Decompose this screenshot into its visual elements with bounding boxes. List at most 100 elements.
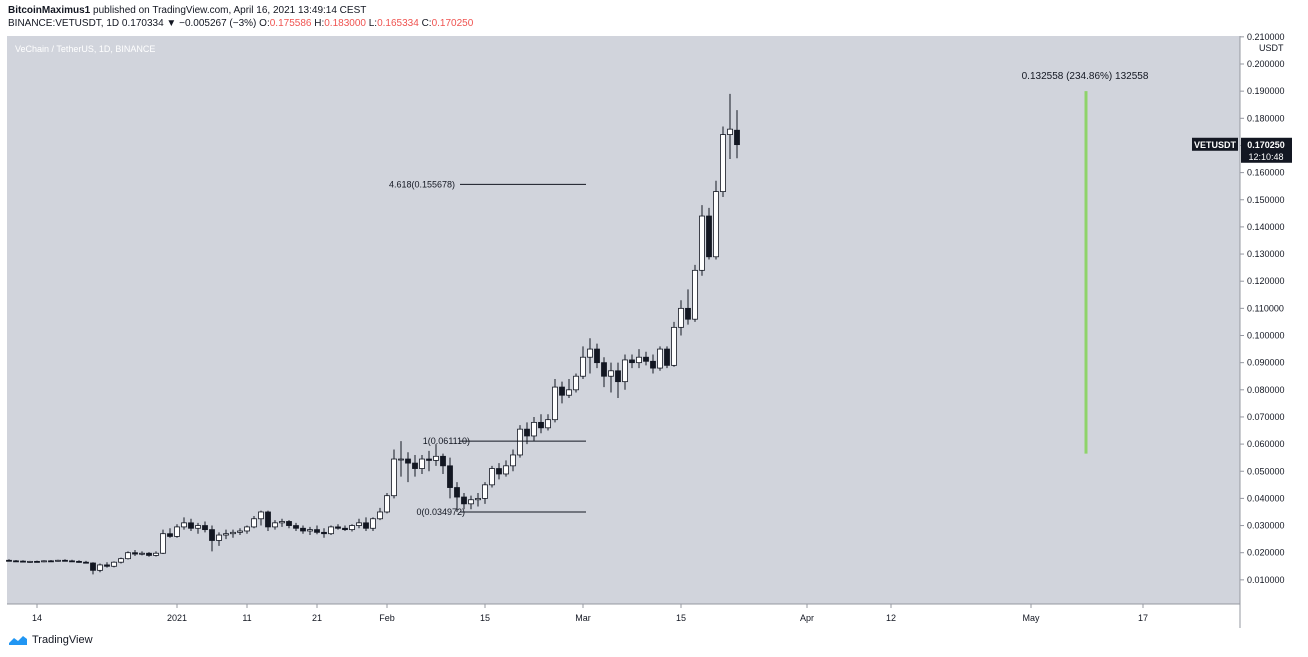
time-tick-label: 15 xyxy=(676,613,686,623)
candle-down xyxy=(83,561,89,564)
candle-up xyxy=(160,533,166,554)
candle-up xyxy=(636,356,642,364)
candle-down xyxy=(643,356,649,362)
candle-down xyxy=(461,496,467,505)
high-value: 0.183000 xyxy=(324,18,366,29)
price-tick-label: 0.140000 xyxy=(1247,222,1285,232)
price-tick-label: 0.110000 xyxy=(1247,303,1284,313)
bar-countdown: 12:10:48 xyxy=(1248,152,1283,162)
price-tick-label: 0.130000 xyxy=(1247,249,1285,259)
price-tick-label: 0.040000 xyxy=(1247,493,1285,503)
candle-up xyxy=(468,499,474,505)
symbol-line: BINANCE:VETUSDT, 1D xyxy=(8,18,120,29)
close-value: 0.170250 xyxy=(431,18,474,29)
candle-down xyxy=(20,560,26,563)
candle-up xyxy=(230,531,236,535)
price-tick-label: 0.020000 xyxy=(1247,548,1285,558)
author-name[interactable]: BitcoinMaximus1 xyxy=(8,5,91,16)
candle-down xyxy=(300,527,306,532)
candle-up xyxy=(27,560,33,563)
candle-up xyxy=(97,564,103,571)
time-tick-label: 2021 xyxy=(167,613,187,623)
candle-down xyxy=(321,531,327,535)
candle-up xyxy=(125,552,131,560)
candle-up xyxy=(384,495,390,513)
price-tick-label: 0.080000 xyxy=(1247,385,1285,395)
candle-down xyxy=(104,564,110,567)
chart-title: VeChain / TetherUS, 1D, BINANCE xyxy=(15,44,155,54)
candle-up xyxy=(608,370,614,377)
price-tick-label: 0.200000 xyxy=(1247,59,1285,69)
candle-up xyxy=(55,559,61,562)
candle-up xyxy=(328,526,334,535)
candle-down xyxy=(615,370,621,383)
candle-down xyxy=(69,560,75,563)
published-text: published on TradingView.com, April 16, … xyxy=(93,5,367,16)
candle-up xyxy=(181,522,187,528)
candle-down xyxy=(265,511,271,528)
time-tick-label: 11 xyxy=(242,613,251,623)
symbol-tag-label: VETUSDT xyxy=(1194,140,1237,150)
current-price-value: 0.170250 xyxy=(1247,140,1285,150)
candle-up xyxy=(272,522,278,528)
time-axis[interactable] xyxy=(7,604,1240,628)
candle-up xyxy=(307,529,313,532)
candle-up xyxy=(419,458,425,469)
price-tick-label: 0.060000 xyxy=(1247,439,1285,449)
candle-down xyxy=(335,526,341,529)
open-value: 0.175586 xyxy=(269,18,312,29)
candle-down xyxy=(412,462,418,469)
candle-down xyxy=(559,386,565,396)
candle-down xyxy=(209,529,215,541)
candle-up xyxy=(433,455,439,461)
candle-down xyxy=(188,522,194,529)
price-tick-label: 0.120000 xyxy=(1247,276,1285,286)
last-price: 0.170334 xyxy=(121,18,164,29)
candle-down xyxy=(454,487,460,498)
time-tick-label: 12 xyxy=(886,613,896,623)
chart-plot-area[interactable] xyxy=(7,36,1240,604)
candle-down xyxy=(664,348,670,366)
candle-up xyxy=(237,530,243,533)
footer-brand[interactable]: TradingView xyxy=(32,634,93,646)
fib-level-1-label: 1(0.061110) xyxy=(423,436,470,446)
low-label: L: xyxy=(368,18,378,29)
price-tick-label: 0.190000 xyxy=(1247,86,1285,96)
candle-up xyxy=(258,511,264,520)
candle-up xyxy=(552,386,558,421)
price-axis[interactable] xyxy=(1240,36,1300,628)
candle-up xyxy=(349,525,355,531)
time-tick-label: 15 xyxy=(480,613,490,623)
price-tick-label: 0.180000 xyxy=(1247,113,1285,123)
candle-up xyxy=(244,526,250,532)
candle-down xyxy=(538,421,544,429)
price-range-measure-label: 0.132558 (234.86%) 132558 xyxy=(1022,71,1149,82)
candle-down xyxy=(6,559,12,562)
candle-up xyxy=(573,375,579,391)
time-tick-label: Feb xyxy=(379,613,395,623)
candle-up xyxy=(223,533,229,536)
candle-up xyxy=(139,552,145,555)
candle-down xyxy=(601,362,607,377)
time-tick-label: 17 xyxy=(1138,613,1148,623)
low-value: 0.165334 xyxy=(377,18,419,29)
price-change: ▼ −0.005267 (−3%) xyxy=(166,18,257,29)
price-tick-label: 0.010000 xyxy=(1247,575,1285,585)
candle-up xyxy=(671,326,677,366)
candle-down xyxy=(34,560,40,563)
candle-up xyxy=(720,134,726,193)
candle-down xyxy=(524,428,530,437)
close-label: C: xyxy=(421,18,432,29)
candle-up xyxy=(398,458,404,461)
candle-down xyxy=(496,468,502,475)
candle-up xyxy=(713,191,719,258)
candle-down xyxy=(447,465,453,488)
candle-up xyxy=(531,421,537,437)
candle-up xyxy=(727,128,733,135)
candle-down xyxy=(594,348,600,364)
candle-down xyxy=(734,129,740,146)
candle-up xyxy=(251,518,257,528)
candle-down xyxy=(440,455,446,467)
price-tick-label: 0.160000 xyxy=(1247,168,1285,178)
